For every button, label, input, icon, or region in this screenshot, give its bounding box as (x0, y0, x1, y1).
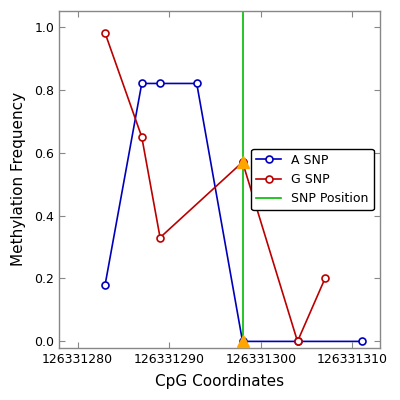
X-axis label: CpG Coordinates: CpG Coordinates (155, 374, 284, 389)
G SNP (103, 31, 108, 36)
G SNP (158, 235, 162, 240)
A SNP (103, 282, 108, 287)
G SNP (240, 160, 245, 164)
A SNP (295, 339, 300, 344)
A SNP (240, 339, 245, 344)
G SNP (139, 134, 144, 139)
G SNP (322, 276, 327, 281)
A SNP (194, 81, 199, 86)
A SNP (158, 81, 162, 86)
Legend: A SNP, G SNP, SNP Position: A SNP, G SNP, SNP Position (251, 149, 374, 210)
Line: G SNP: G SNP (102, 30, 328, 345)
G SNP (295, 339, 300, 344)
A SNP (359, 339, 364, 344)
Y-axis label: Methylation Frequency: Methylation Frequency (11, 92, 26, 266)
Line: A SNP: A SNP (102, 80, 365, 345)
G SNP (240, 160, 245, 164)
A SNP (139, 81, 144, 86)
